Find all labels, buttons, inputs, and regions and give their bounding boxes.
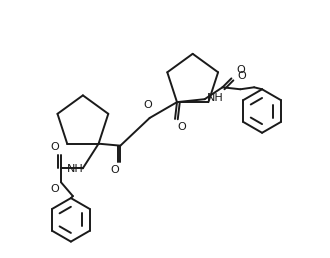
Text: O: O: [51, 142, 59, 152]
Text: NH: NH: [207, 93, 223, 103]
Text: O: O: [237, 71, 246, 81]
Text: NH: NH: [67, 164, 84, 174]
Text: O: O: [236, 66, 245, 75]
Text: O: O: [143, 100, 152, 110]
Text: O: O: [51, 184, 59, 194]
Text: O: O: [178, 122, 186, 132]
Text: O: O: [110, 165, 119, 175]
